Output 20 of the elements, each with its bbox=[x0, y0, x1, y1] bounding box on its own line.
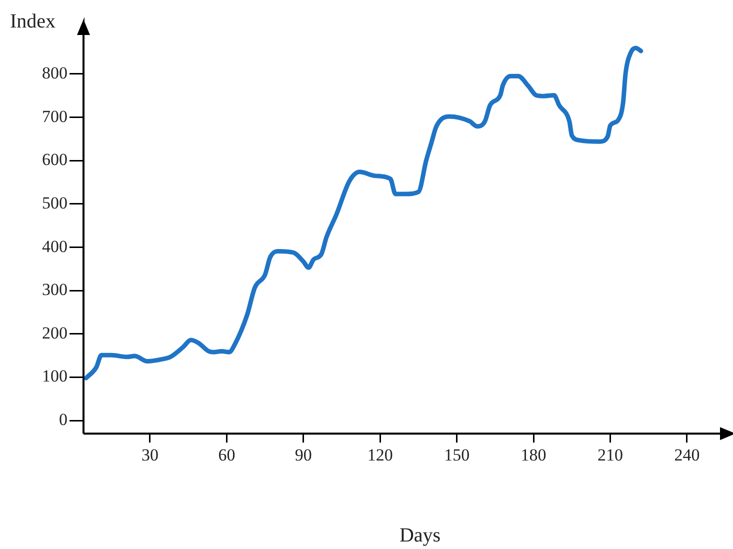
line-series bbox=[84, 46, 644, 380]
y-tick-label: 600 bbox=[42, 150, 68, 170]
x-axis-title: Days bbox=[399, 524, 441, 546]
y-tick-label: 500 bbox=[42, 193, 68, 212]
x-tick-label: 30 bbox=[141, 445, 158, 464]
y-tick-label: 700 bbox=[42, 106, 68, 126]
x-tick-label: 240 bbox=[674, 445, 700, 464]
y-tick-label: 400 bbox=[42, 236, 68, 256]
y-tick-label: 100 bbox=[42, 366, 68, 386]
x-tick-label: 90 bbox=[294, 445, 312, 464]
x-tick-label: 210 bbox=[598, 445, 624, 464]
y-axis-title: Index bbox=[10, 10, 56, 32]
y-tick-label: 0 bbox=[59, 410, 68, 430]
y-tick-label: 300 bbox=[42, 280, 68, 300]
x-tick-label: 180 bbox=[520, 445, 546, 464]
x-tick-label: 120 bbox=[367, 445, 393, 464]
y-tick-label: 200 bbox=[42, 323, 68, 342]
x-tick-label: 150 bbox=[444, 445, 470, 464]
y-tick-label: 800 bbox=[42, 63, 68, 82]
x-tick-label: 60 bbox=[218, 445, 236, 464]
